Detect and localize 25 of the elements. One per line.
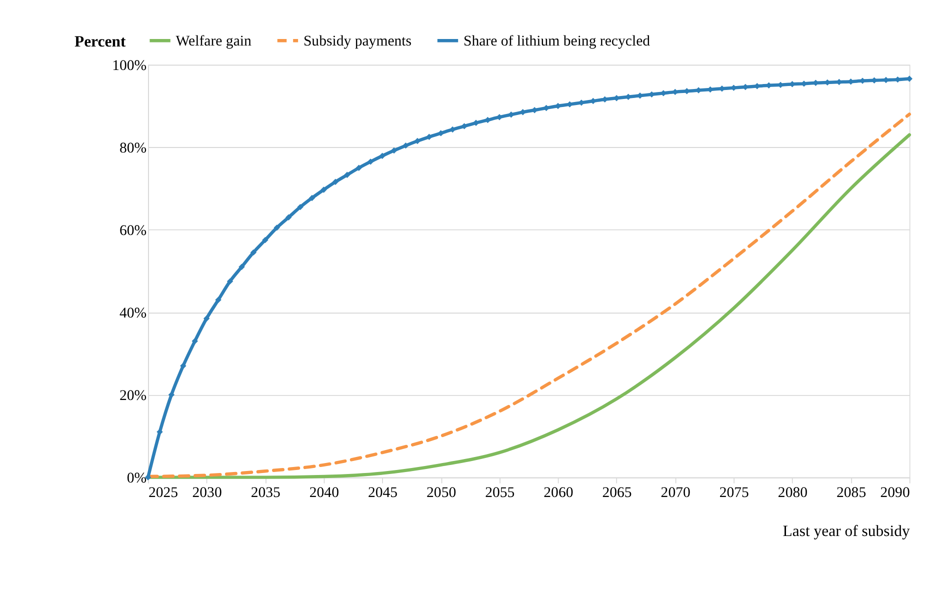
x-axis-title: Last year of subsidy <box>782 523 910 540</box>
x-tick-label: 2075 <box>719 485 749 502</box>
x-tick-label: 2060 <box>544 485 574 502</box>
y-tick-label: 100% <box>112 58 147 74</box>
x-tick-label: 2055 <box>485 485 515 502</box>
x-tick-label: 2065 <box>602 485 632 502</box>
y-tick-label: 40% <box>120 305 147 322</box>
legend-label: Welfare gain <box>176 33 252 50</box>
y-tick-label: 20% <box>120 388 147 404</box>
x-tick-label: 2090 <box>880 485 910 502</box>
y-tick-label: 60% <box>120 222 147 239</box>
x-tick-label: 2030 <box>192 485 222 502</box>
legend-label: Share of lithium being recycled <box>463 33 651 50</box>
x-tick-label: 2035 <box>250 485 280 502</box>
y-tick-label: 80% <box>120 140 147 156</box>
x-tick-label: 2025 <box>148 485 178 502</box>
y-tick-label: 0% <box>126 470 147 486</box>
x-tick-label: 2045 <box>368 485 398 502</box>
legend-label: Subsidy payments <box>303 33 412 50</box>
x-tick-label: 2080 <box>778 485 808 502</box>
x-tick-label: 2050 <box>426 485 456 502</box>
x-tick-label: 2085 <box>836 485 866 502</box>
x-tick-label: 2070 <box>660 485 690 502</box>
y-axis-title: Percent <box>74 34 126 51</box>
x-tick-label: 2040 <box>309 485 339 502</box>
